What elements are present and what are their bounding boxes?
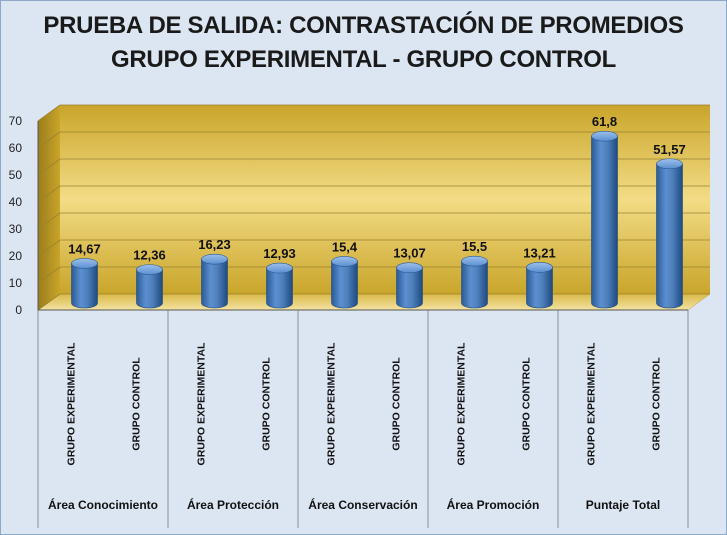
x-group-label: Área Promoción [446,498,540,512]
y-tick-label: 40 [9,195,23,209]
bar-value-label: 14,67 [68,241,101,256]
gridline-side [37,212,61,230]
gridline-side [37,185,61,203]
x-bar-label: GRUPO EXPERIMENTAL [326,342,338,465]
bar [71,258,98,309]
bar-body [201,258,228,309]
x-bar-label: GRUPO EXPERIMENTAL [66,342,78,465]
bar [656,158,683,309]
bar-value-label: 12,36 [133,248,166,263]
x-bar-label: GRUPO EXPERIMENTAL [196,342,208,465]
bar-body [396,267,423,309]
y-tick-label: 50 [9,168,23,182]
chart-subtitle: GRUPO EXPERIMENTAL - GRUPO CONTROL [111,46,616,73]
x-bar-label: GRUPO CONTROL [391,357,403,451]
x-group-label: Área Conservación [308,498,418,512]
bar-cap [331,256,358,267]
y-tick-label: 0 [15,303,22,317]
bar-body [331,261,358,309]
bar-cap [656,158,683,170]
bar-value-label: 61,8 [592,114,617,129]
y-tick-label: 30 [9,222,23,236]
gridline-side [37,293,61,311]
x-bar-label: GRUPO CONTROL [131,357,143,451]
x-group-label: Puntaje Total [585,498,661,512]
gridline-side [37,239,61,257]
bar-body [266,267,293,309]
x-bar-label: GRUPO EXPERIMENTAL [456,342,468,465]
gridline-side [37,266,61,284]
bar [526,262,553,309]
x-bar-label: GRUPO CONTROL [651,357,663,451]
bar-cap [201,253,228,265]
x-group-label: Área Conocimiento [47,498,158,512]
y-tick-label: 60 [9,141,23,155]
x-group-label: Área Protección [186,498,280,512]
bar [461,255,488,309]
bar-value-label: 12,93 [263,246,296,261]
gridline-side [37,158,61,176]
bar-cap [136,264,163,275]
bar-body [656,163,683,309]
bar-value-label: 13,07 [393,246,426,261]
bar-cap [591,130,618,142]
bar-cap [396,262,423,274]
bar-body [526,267,553,309]
bar [201,253,228,309]
bar-body [71,263,98,309]
y-axis: 0 10 20 30 40 50 60 70 [9,114,39,317]
bar-value-label: 13,21 [523,245,556,260]
bar [136,264,163,309]
chart-title: PRUEBA DE SALIDA: CONTRASTACIÓN DE PROME… [43,12,684,39]
bar-value-label: 16,23 [198,237,231,252]
bar-value-label: 15,4 [332,239,358,254]
bar [266,262,293,309]
bar-cap [461,255,488,267]
y-tick-label: 70 [9,114,23,128]
side-wall [38,105,60,310]
bar-body [136,269,163,309]
bar-body [591,135,618,309]
bar-value-label: 51,57 [653,142,686,157]
y-tick-label: 10 [9,276,23,290]
bar-cap [266,262,293,274]
bar [591,130,618,309]
bar-cap [71,258,98,269]
x-bar-label: GRUPO CONTROL [261,357,273,451]
y-tick-label: 20 [9,249,23,263]
bar-body [461,260,488,309]
bar-value-label: 15,5 [462,239,487,254]
bars: 14,67 12,36 16,23 12,93 15,4 13,07 15,5 13,21 61… [68,114,686,309]
bar [331,256,358,309]
gridline-side [37,131,61,149]
x-bar-label: GRUPO CONTROL [521,357,533,451]
bar [396,262,423,309]
x-axis: GRUPO EXPERIMENTAL GRUPO CONTROL GRUPO EXP… [37,309,689,528]
bar-cap [526,262,553,273]
gridline-side [37,104,61,122]
x-bar-label: GRUPO EXPERIMENTAL [586,342,598,465]
